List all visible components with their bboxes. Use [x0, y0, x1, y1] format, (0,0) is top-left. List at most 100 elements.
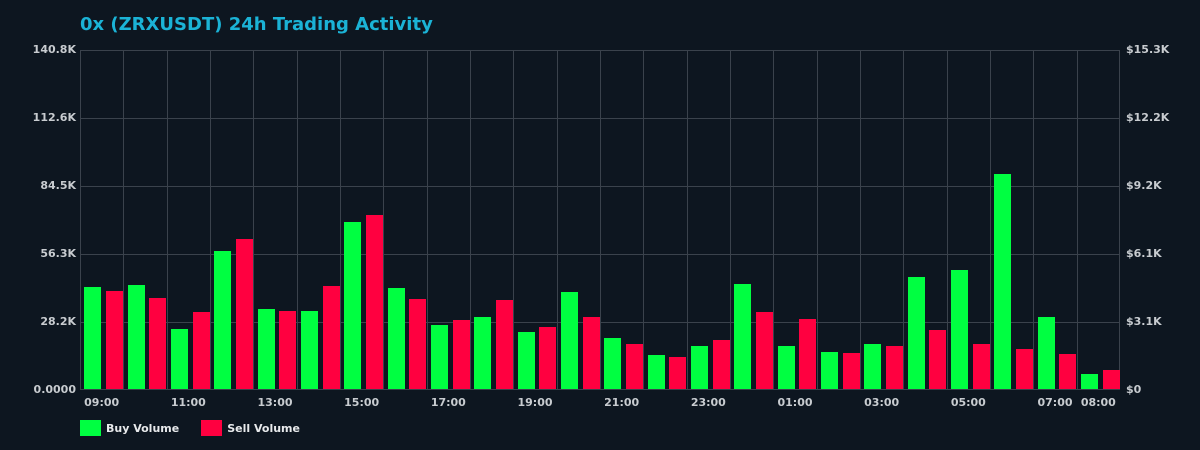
left-y-tick: 84.5K: [40, 179, 76, 192]
v-gridline: [903, 51, 905, 389]
buy-volume-bar[interactable]: [517, 332, 535, 389]
x-tick-label: 11:00: [170, 396, 206, 409]
buy-volume-bar[interactable]: [647, 354, 665, 389]
right-y-tick: $12.2K: [1126, 111, 1170, 124]
buy-volume-bar[interactable]: [214, 251, 232, 389]
right-y-tick: $9.2K: [1126, 179, 1162, 192]
left-y-tick: 28.2K: [40, 315, 76, 328]
v-gridline: [643, 51, 645, 389]
buy-volume-bar[interactable]: [777, 346, 795, 389]
left-y-tick: 112.6K: [32, 111, 76, 124]
sell-volume-bar[interactable]: [582, 317, 600, 389]
v-gridline: [470, 51, 471, 389]
sell-volume-bar[interactable]: [1059, 354, 1077, 389]
x-tick-label: 21:00: [604, 396, 640, 409]
x-tick-label: 01:00: [777, 396, 813, 409]
sell-volume-bar[interactable]: [1102, 369, 1120, 389]
buy-volume-bar[interactable]: [301, 311, 318, 389]
v-gridline: [773, 51, 775, 389]
v-gridline: [686, 51, 688, 389]
sell-volume-bar[interactable]: [972, 344, 990, 389]
x-tick-label: 17:00: [430, 396, 466, 409]
v-gridline: [166, 51, 168, 389]
v-gridline: [730, 51, 731, 389]
right-y-tick: $3.1K: [1126, 315, 1162, 328]
v-gridline: [123, 51, 125, 389]
x-tick-label: 13:00: [257, 396, 293, 409]
buy-volume-bar[interactable]: [821, 352, 838, 389]
buy-volume-bar[interactable]: [257, 309, 275, 389]
legend-buy-label: Buy Volume: [106, 421, 180, 435]
sell-volume-bar[interactable]: [799, 318, 817, 389]
buy-volume-bar[interactable]: [171, 329, 188, 389]
sell-volume-bar[interactable]: [409, 298, 427, 389]
right-y-tick: $15.3K: [1126, 43, 1170, 56]
buy-volume-bar[interactable]: [474, 317, 492, 389]
x-tick-label: 08:00: [1080, 396, 1116, 409]
v-gridline: [1033, 51, 1035, 389]
sell-volume-bar[interactable]: [626, 344, 643, 389]
right-y-tick: $6.1K: [1126, 247, 1162, 260]
buy-volume-bar[interactable]: [561, 291, 578, 389]
legend-item-buy[interactable]: Buy Volume: [80, 420, 179, 436]
left-y-tick: 140.8K: [32, 43, 76, 56]
buy-volume-bar[interactable]: [431, 325, 448, 389]
v-gridline: [860, 51, 861, 389]
sell-volume-bar[interactable]: [539, 326, 557, 389]
legend-item-sell[interactable]: Sell Volume: [201, 420, 300, 436]
chart-title: 0x (ZRXUSDT) 24h Trading Activity: [80, 14, 433, 35]
buy-volume-bar[interactable]: [387, 288, 405, 389]
v-gridline: [556, 51, 558, 389]
buy-volume-bar[interactable]: [734, 283, 752, 389]
plot-area: [80, 50, 1120, 390]
sell-volume-bar[interactable]: [929, 330, 947, 389]
buy-volume-bar[interactable]: [907, 276, 925, 389]
legend-sell-label: Sell Volume: [227, 421, 300, 435]
sell-volume-bar[interactable]: [886, 346, 903, 389]
sell-volume-bar[interactable]: [149, 297, 167, 389]
x-tick-label: 09:00: [84, 396, 120, 409]
buy-volume-bar[interactable]: [127, 284, 145, 389]
sell-volume-bar[interactable]: [452, 319, 470, 389]
x-tick-label: 23:00: [690, 396, 726, 409]
buy-volume-bar[interactable]: [1037, 317, 1055, 389]
sell-volume-bar[interactable]: [192, 311, 210, 389]
v-gridline: [210, 51, 211, 389]
sell-volume-bar[interactable]: [366, 214, 383, 389]
buy-volume-bar[interactable]: [1081, 374, 1098, 389]
buy-swatch-icon: [80, 420, 101, 436]
v-gridline: [946, 51, 948, 389]
buy-volume-bar[interactable]: [84, 287, 102, 389]
sell-volume-bar[interactable]: [712, 339, 730, 389]
sell-volume-bar[interactable]: [236, 239, 253, 389]
v-gridline: [990, 51, 991, 389]
sell-volume-bar[interactable]: [756, 311, 773, 389]
sell-volume-bar[interactable]: [106, 290, 123, 389]
buy-volume-bar[interactable]: [344, 221, 362, 389]
x-tick-label: 19:00: [517, 396, 553, 409]
x-tick-label: 05:00: [950, 396, 986, 409]
v-gridline: [296, 51, 298, 389]
sell-volume-bar[interactable]: [1016, 348, 1033, 389]
sell-volume-bar[interactable]: [669, 356, 687, 389]
sell-volume-bar[interactable]: [279, 311, 297, 389]
buy-volume-bar[interactable]: [951, 269, 968, 389]
buy-volume-bar[interactable]: [994, 174, 1012, 389]
left-y-tick: 56.3K: [40, 247, 76, 260]
v-gridline: [513, 51, 515, 389]
v-gridline: [340, 51, 341, 389]
buy-volume-bar[interactable]: [604, 338, 622, 389]
sell-volume-bar[interactable]: [322, 285, 340, 389]
sell-volume-bar[interactable]: [496, 299, 513, 389]
v-gridline: [383, 51, 385, 389]
right-y-tick: $0: [1126, 383, 1142, 396]
x-tick-label: 03:00: [864, 396, 900, 409]
sell-volume-bar[interactable]: [842, 353, 860, 389]
v-gridline: [253, 51, 255, 389]
legend: Buy Volume Sell Volume: [80, 420, 300, 436]
v-gridline: [1076, 51, 1078, 389]
x-tick-label: 07:00: [1037, 396, 1073, 409]
buy-volume-bar[interactable]: [691, 346, 708, 389]
v-gridline: [816, 51, 818, 389]
buy-volume-bar[interactable]: [864, 344, 882, 389]
